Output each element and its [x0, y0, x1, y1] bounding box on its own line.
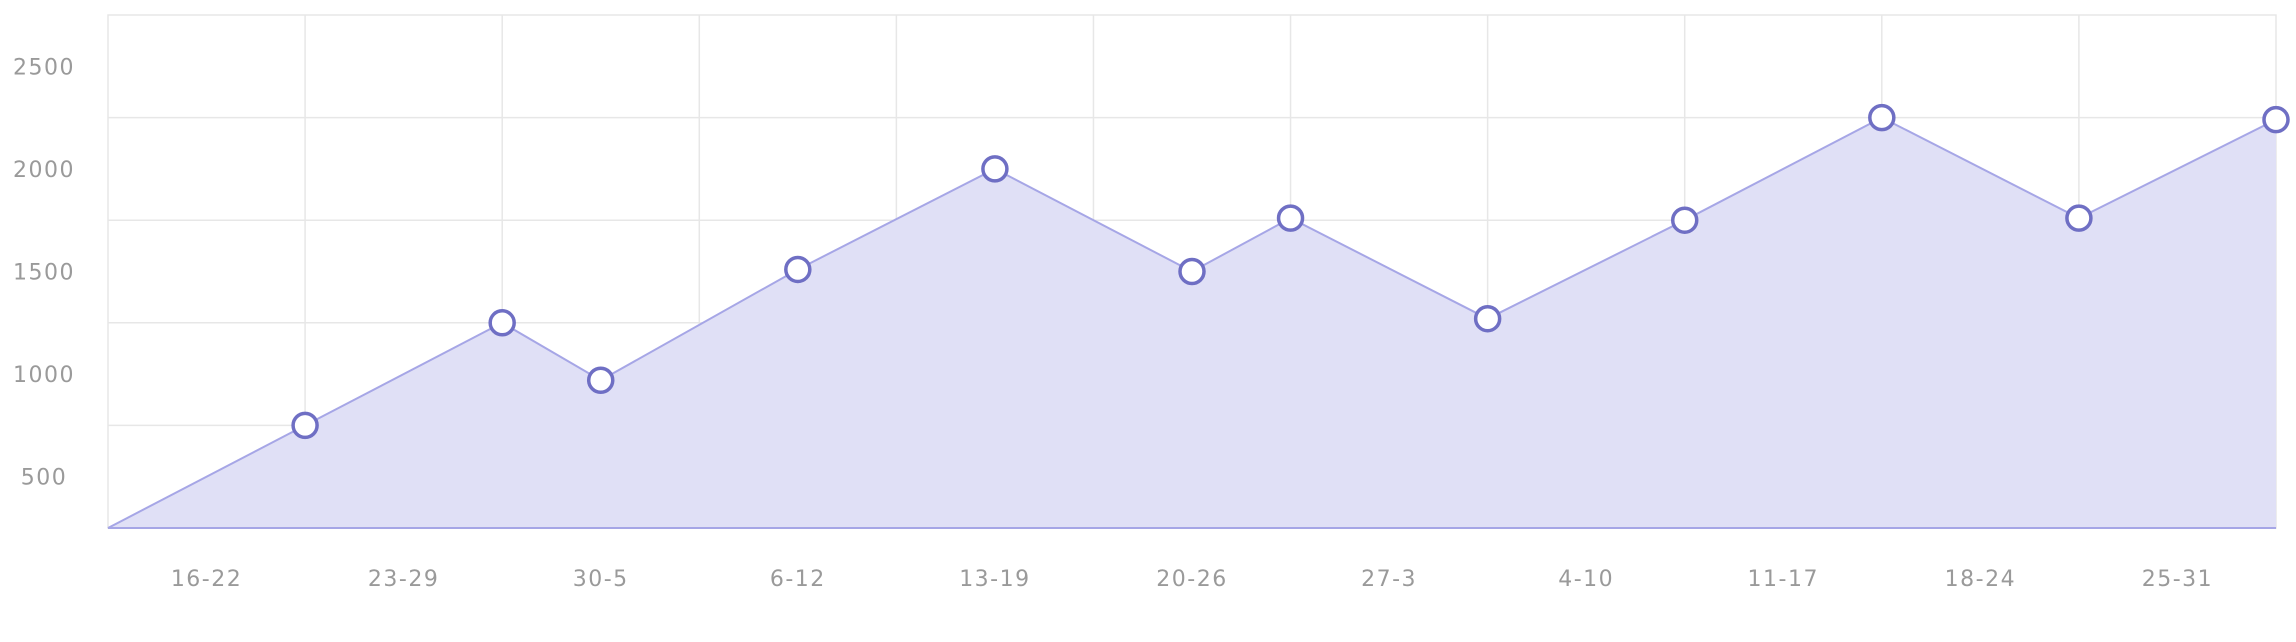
y-tick-label: 500: [21, 466, 68, 491]
x-tick-label: 23-29: [368, 567, 439, 592]
y-tick-label: 2500: [13, 55, 75, 80]
x-tick-label: 25-31: [2142, 567, 2213, 592]
data-point: [1670, 206, 1699, 234]
data-point: [1276, 204, 1305, 232]
data-point: [784, 255, 812, 284]
x-tick-label: 16-22: [171, 567, 242, 592]
markers: [291, 103, 2290, 440]
data-point: [1473, 304, 1502, 333]
x-tick-label: 20-26: [1156, 567, 1227, 592]
data-point: [981, 155, 1009, 183]
y-tick-label: 1500: [13, 261, 75, 286]
y-axis-ticks: 500 1000 1500 2000 2500: [13, 55, 75, 491]
data-point: [488, 309, 516, 337]
x-tick-label: 13-19: [959, 567, 1030, 592]
data-point: [1868, 103, 1896, 132]
data-point: [586, 366, 615, 395]
x-tick-label: 11-17: [1748, 567, 1819, 592]
x-tick-label: 27-3: [1361, 567, 1417, 592]
data-point: [2262, 105, 2290, 134]
data-point: [2065, 204, 2093, 232]
data-point: [1178, 257, 1206, 286]
data-point: [291, 411, 319, 440]
x-tick-label: 30-5: [573, 567, 629, 592]
area-fill: [108, 117, 2276, 528]
x-tick-label: 18-24: [1945, 567, 2016, 592]
y-tick-label: 2000: [13, 158, 75, 183]
x-axis-ticks: 16-22 23-29 30-5 6-12 13-19 20-26 27-3 4-10 11-1…: [171, 567, 2213, 592]
x-tick-label: 4-10: [1558, 567, 1614, 592]
x-tick-label: 6-12: [770, 567, 826, 592]
y-tick-label: 1000: [13, 363, 75, 388]
